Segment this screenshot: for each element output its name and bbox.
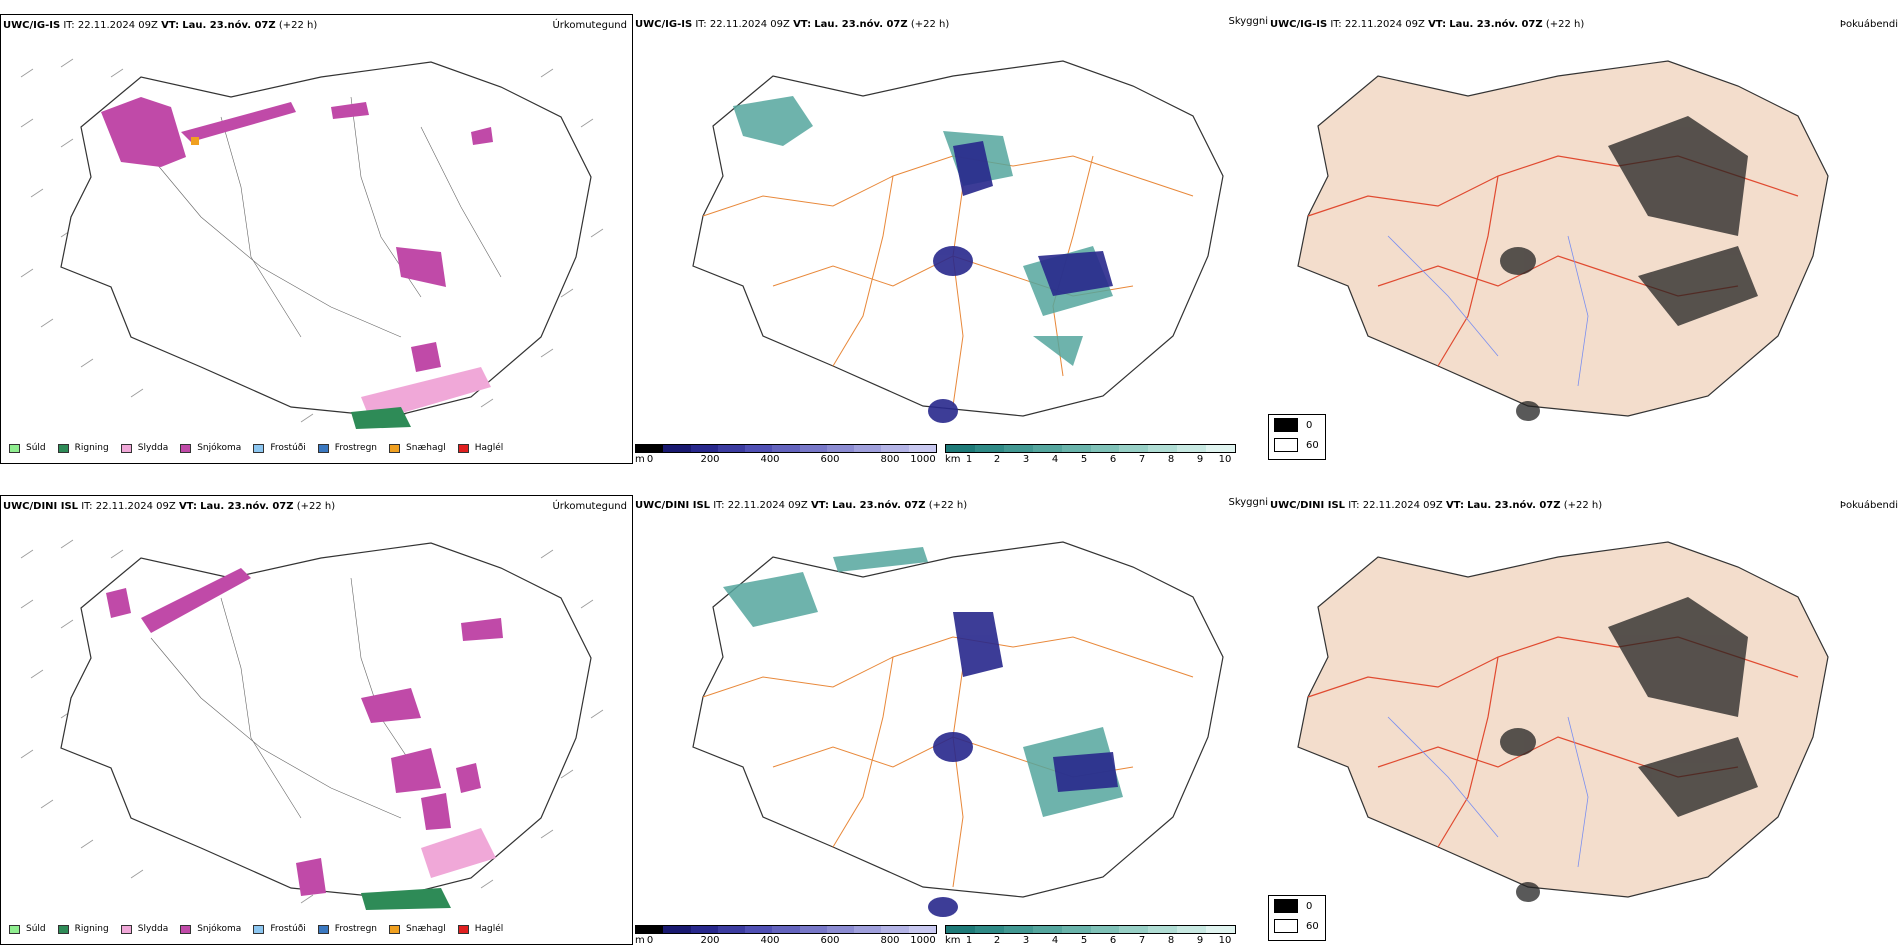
legend-swatch (457, 443, 469, 453)
colorbar-swatches (635, 925, 937, 934)
fog-swatch (1274, 899, 1298, 913)
legend-swatch (389, 443, 401, 453)
legend-swatch (389, 924, 401, 934)
legend-swatch (9, 924, 20, 934)
visibility-bar-km: km 1 2 3 4 5 6 7 8 9 10 (945, 444, 1236, 464)
unit-label: km (945, 454, 961, 464)
visibility-bar-m: m 0 200 400 600 800 1000 (635, 444, 937, 464)
colorbar-ticks: km 1 2 3 4 5 6 7 8 9 10 (945, 454, 1232, 464)
visibility-panel-bottom: UWC/DINI ISL IT: 22.11.2024 09Z VT: Lau.… (633, 495, 1268, 945)
legend-item: Snjókoma (180, 443, 241, 453)
precip-type-panel-top: UWC/IG-IS IT: 22.11.2024 09Z VT: Lau. 23… (0, 14, 633, 464)
legend-item: Snæhagl (389, 924, 446, 934)
fog-indicator-panel-bottom: UWC/DINI ISL IT: 22.11.2024 09Z VT: Lau.… (1268, 495, 1900, 945)
legend-item: Slydda (120, 443, 168, 453)
legend-item: Rigning (57, 924, 109, 934)
legend-item: Haglél (457, 443, 503, 453)
unit-label: m (635, 454, 645, 464)
fog-legend-row: 60 (1269, 435, 1325, 455)
legend-item: Snjókoma (180, 924, 241, 934)
iceland-map (20, 539, 604, 910)
colorbar-swatches (945, 925, 1236, 934)
panel-title: UWC/IG-IS IT: 22.11.2024 09Z VT: Lau. 23… (1270, 19, 1585, 30)
legend-swatch (120, 924, 132, 934)
precip-type-panel-bottom: UWC/DINI ISL IT: 22.11.2024 09Z VT: Lau.… (0, 495, 633, 945)
precip-type-legend: Súld Rigning Slydda Snjókoma Frostúði Fr… (9, 924, 515, 934)
legend-swatch (57, 924, 69, 934)
legend-swatch (317, 924, 329, 934)
legend-item: Haglél (457, 924, 503, 934)
visibility-bar-km: km 1 2 3 4 5 6 7 8 9 10 (945, 925, 1236, 945)
legend-swatch (317, 443, 329, 453)
iceland-map (1297, 60, 1829, 421)
panel-subtitle: Úrkomutegund (552, 20, 627, 31)
unit-label: km (945, 935, 961, 945)
fog-legend-row: 60 (1269, 916, 1325, 936)
legend-item: Frostúði (253, 924, 306, 934)
legend-swatch (180, 443, 192, 453)
fog-legend-row: 0 (1269, 415, 1325, 435)
legend-swatch (253, 443, 265, 453)
colorbar-ticks: m 0 200 400 600 800 1000 (635, 454, 936, 464)
legend-item: Frostregn (317, 924, 377, 934)
legend-item: Súld (9, 924, 46, 934)
panel-title: UWC/DINI ISL IT: 22.11.2024 09Z VT: Lau.… (635, 500, 968, 511)
iceland-map (1297, 541, 1829, 902)
legend-swatch (180, 924, 192, 934)
legend-swatch (120, 443, 132, 453)
panel-subtitle: Úrkomutegund (552, 501, 627, 512)
legend-item: Rigning (57, 443, 109, 453)
panel-title: UWC/IG-IS IT: 22.11.2024 09Z VT: Lau. 23… (3, 20, 318, 31)
fog-swatch (1274, 919, 1298, 933)
visibility-panel-top: UWC/IG-IS IT: 22.11.2024 09Z VT: Lau. 23… (633, 14, 1268, 464)
visibility-bar-m: m 0 200 400 600 800 1000 (635, 925, 937, 945)
fog-swatch (1274, 418, 1298, 432)
legend-swatch (57, 443, 69, 453)
panel-title: UWC/DINI ISL IT: 22.11.2024 09Z VT: Lau.… (3, 501, 336, 512)
iceland-map (692, 60, 1224, 423)
iceland-map (20, 58, 604, 429)
colorbar-swatches (945, 444, 1236, 453)
colorbar-ticks: m 0 200 400 600 800 1000 (635, 935, 936, 945)
fog-legend: 0 60 (1268, 895, 1326, 941)
legend-item: Frostúði (253, 443, 306, 453)
fog-swatch (1274, 438, 1298, 452)
legend-swatch (253, 924, 265, 934)
panel-subtitle: Skyggni (1228, 497, 1268, 508)
legend-item: Slydda (120, 924, 168, 934)
legend-swatch (457, 924, 469, 934)
precip-type-legend: Súld Rigning Slydda Snjókoma Frostúði Fr… (9, 443, 515, 453)
iceland-map (692, 541, 1224, 917)
fog-indicator-panel-top: UWC/IG-IS IT: 22.11.2024 09Z VT: Lau. 23… (1268, 14, 1900, 464)
panel-subtitle: Þokuábendi (1839, 500, 1898, 511)
unit-label: m (635, 935, 645, 945)
legend-item: Snæhagl (389, 443, 446, 453)
fog-legend-row: 0 (1269, 896, 1325, 916)
legend-item: Frostregn (317, 443, 377, 453)
colorbar-swatches (635, 444, 937, 453)
legend-item: Súld (9, 443, 46, 453)
panel-title: UWC/IG-IS IT: 22.11.2024 09Z VT: Lau. 23… (635, 19, 950, 30)
panel-subtitle: Þokuábendi (1839, 19, 1898, 30)
panel-title: UWC/DINI ISL IT: 22.11.2024 09Z VT: Lau.… (1270, 500, 1603, 511)
fog-legend: 0 60 (1268, 414, 1326, 460)
panel-subtitle: Skyggni (1228, 16, 1268, 27)
legend-swatch (9, 443, 20, 453)
colorbar-ticks: km 1 2 3 4 5 6 7 8 9 10 (945, 935, 1232, 945)
